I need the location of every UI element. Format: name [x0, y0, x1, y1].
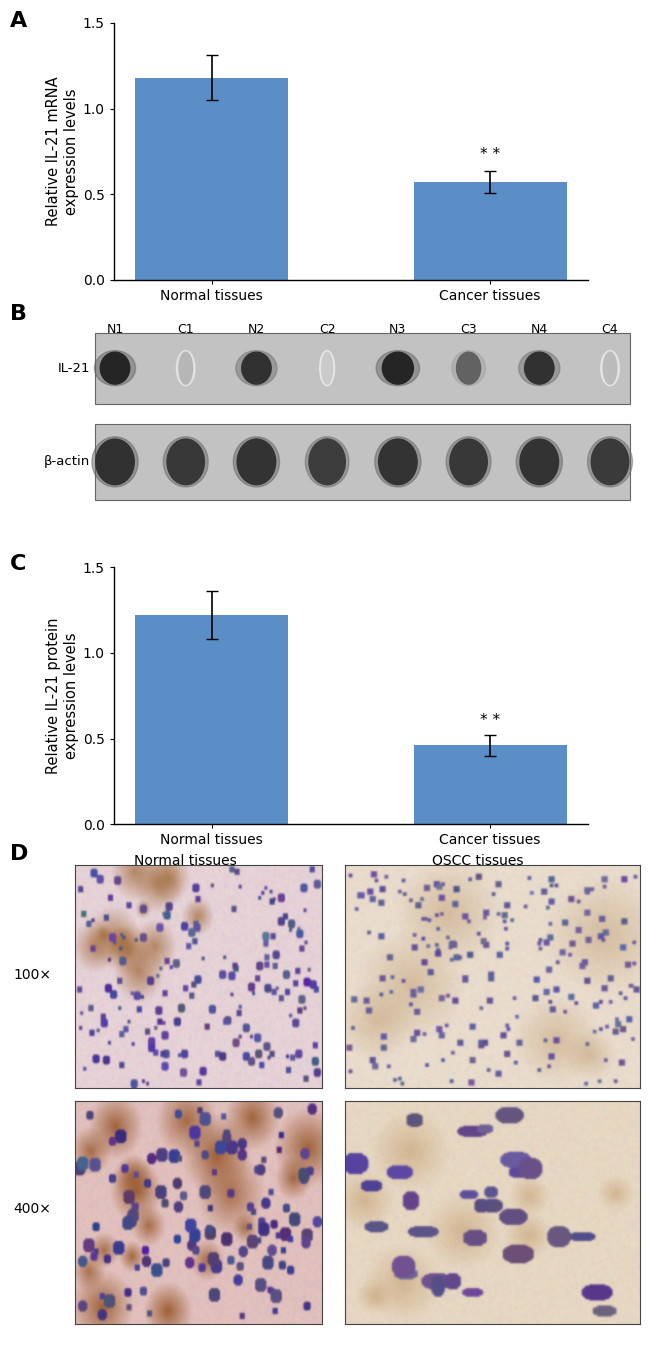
Ellipse shape — [176, 351, 195, 385]
Ellipse shape — [242, 353, 271, 384]
Text: β-actin: β-actin — [44, 455, 90, 469]
Ellipse shape — [167, 439, 205, 485]
Ellipse shape — [456, 353, 480, 384]
Bar — [95, 332, 630, 404]
Text: N1: N1 — [107, 323, 124, 335]
Ellipse shape — [306, 436, 349, 486]
Ellipse shape — [375, 436, 421, 486]
Text: A: A — [10, 11, 27, 31]
Y-axis label: Relative IL-21 protein
expression levels: Relative IL-21 protein expression levels — [46, 617, 79, 774]
Ellipse shape — [603, 353, 617, 384]
Ellipse shape — [450, 439, 488, 485]
Text: Normal tissues: Normal tissues — [134, 854, 237, 867]
Ellipse shape — [525, 353, 554, 384]
Ellipse shape — [94, 351, 136, 385]
Bar — [413, 182, 567, 280]
Ellipse shape — [601, 351, 619, 385]
Ellipse shape — [96, 439, 135, 485]
Text: D: D — [10, 844, 28, 865]
Text: C4: C4 — [602, 323, 618, 335]
Text: 100×: 100× — [13, 969, 51, 982]
Bar — [413, 746, 567, 824]
Text: N4: N4 — [530, 323, 548, 335]
Ellipse shape — [592, 439, 629, 485]
Ellipse shape — [92, 436, 138, 486]
Text: * *: * * — [480, 147, 500, 162]
Text: C: C — [10, 554, 26, 574]
Ellipse shape — [163, 436, 208, 486]
Ellipse shape — [233, 436, 280, 486]
Ellipse shape — [516, 436, 562, 486]
Ellipse shape — [588, 436, 632, 486]
Text: IL-21: IL-21 — [57, 362, 90, 374]
Ellipse shape — [452, 351, 486, 385]
Ellipse shape — [376, 351, 420, 385]
Text: C1: C1 — [177, 323, 194, 335]
Ellipse shape — [382, 353, 413, 384]
Y-axis label: Relative IL-21 mRNA
expression levels: Relative IL-21 mRNA expression levels — [46, 77, 79, 226]
Ellipse shape — [179, 353, 192, 384]
Text: N3: N3 — [389, 323, 406, 335]
Ellipse shape — [378, 439, 417, 485]
Bar — [135, 615, 289, 824]
Ellipse shape — [519, 351, 560, 385]
Bar — [135, 78, 289, 280]
Ellipse shape — [236, 351, 277, 385]
Text: N2: N2 — [248, 323, 265, 335]
Text: C2: C2 — [319, 323, 335, 335]
Text: C3: C3 — [460, 323, 477, 335]
Ellipse shape — [520, 439, 558, 485]
Bar — [95, 424, 630, 500]
Ellipse shape — [309, 439, 345, 485]
Text: * *: * * — [480, 713, 500, 728]
Ellipse shape — [237, 439, 276, 485]
Ellipse shape — [100, 353, 130, 384]
Text: B: B — [10, 304, 27, 324]
Ellipse shape — [322, 353, 333, 384]
Text: 400×: 400× — [13, 1202, 51, 1216]
Text: OSCC tissues: OSCC tissues — [432, 854, 523, 867]
Ellipse shape — [320, 351, 335, 385]
Ellipse shape — [446, 436, 491, 486]
